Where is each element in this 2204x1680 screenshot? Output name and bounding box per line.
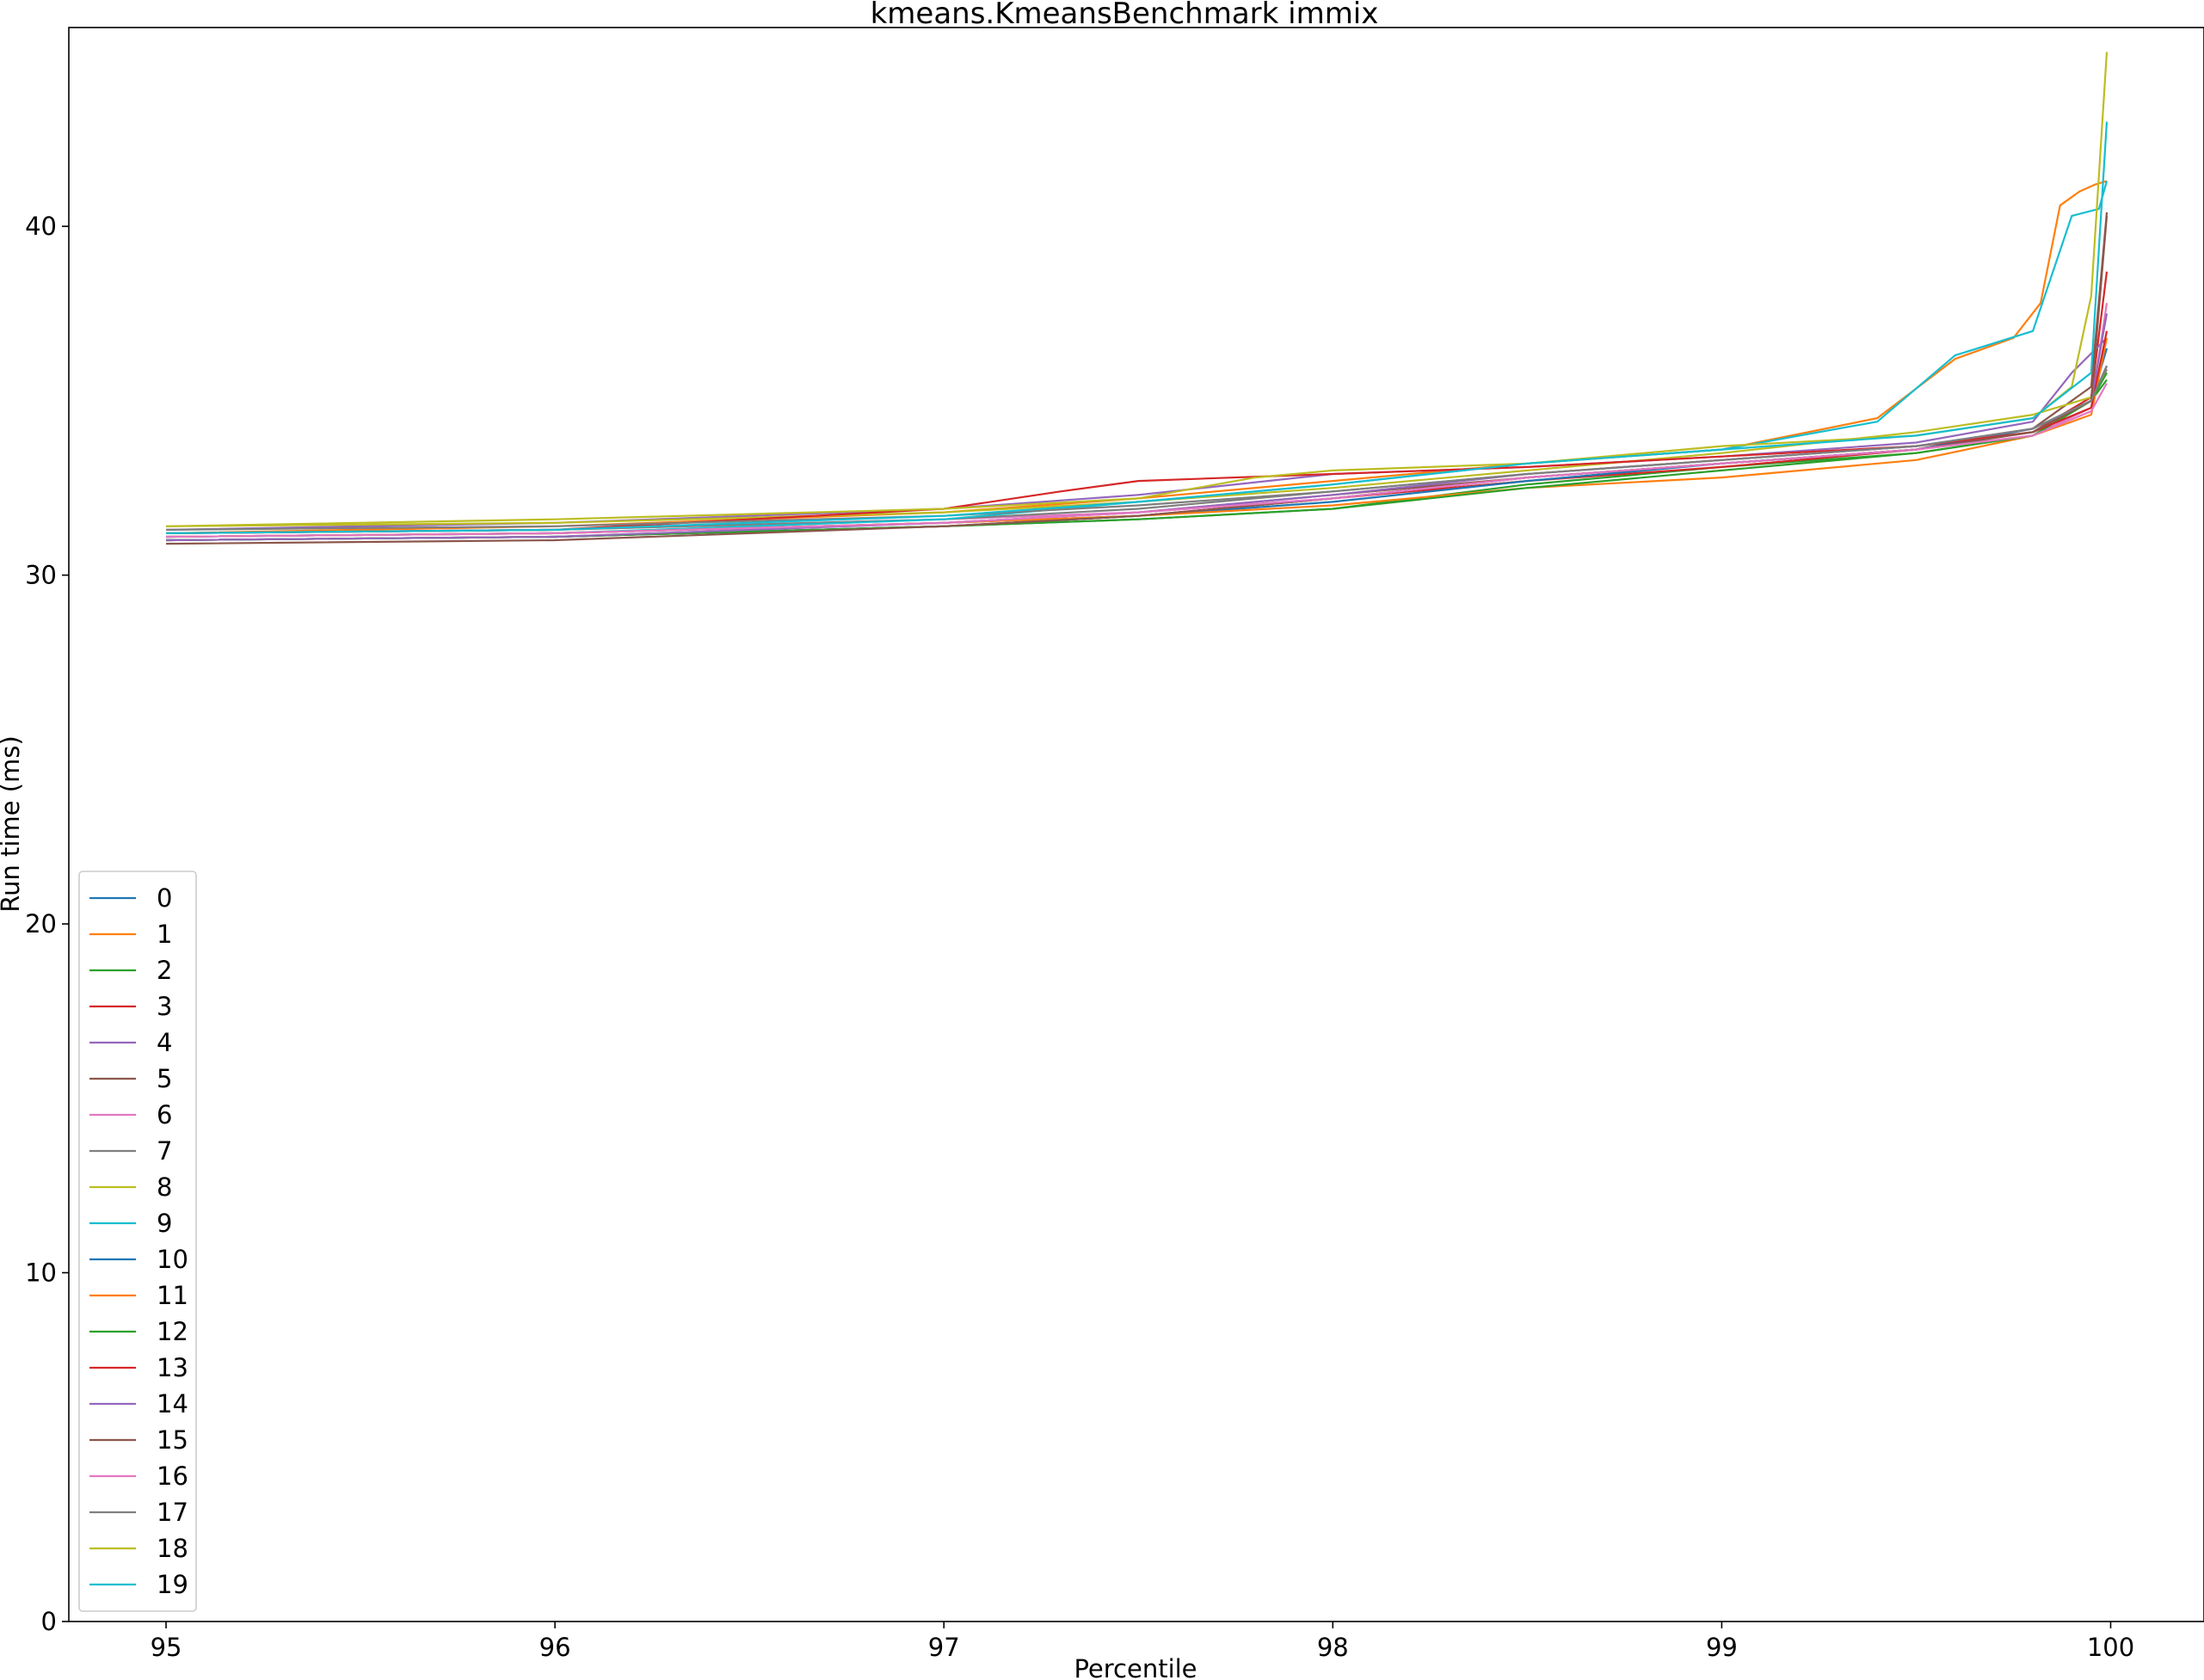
legend-box bbox=[78, 871, 197, 1612]
legend-label-15: 15 bbox=[157, 1425, 188, 1455]
x-tick-label: 98 bbox=[1317, 1633, 1349, 1662]
x-tick-label: 95 bbox=[151, 1633, 182, 1662]
legend-label-11: 11 bbox=[157, 1281, 188, 1310]
legend-label-2: 2 bbox=[157, 956, 172, 985]
legend-label-0: 0 bbox=[157, 883, 172, 913]
legend-label-4: 4 bbox=[157, 1028, 172, 1057]
x-tick-label: 99 bbox=[1706, 1633, 1738, 1662]
y-tick-label: 40 bbox=[25, 212, 57, 241]
series-layer bbox=[165, 52, 2109, 545]
legend-label-16: 16 bbox=[157, 1462, 188, 1491]
y-tick-label: 20 bbox=[25, 909, 57, 938]
legend-label-10: 10 bbox=[157, 1245, 188, 1274]
y-tick-label: 0 bbox=[41, 1607, 57, 1636]
legend-label-17: 17 bbox=[157, 1498, 188, 1527]
legend-label-12: 12 bbox=[157, 1317, 188, 1346]
x-tick-label: 97 bbox=[928, 1633, 960, 1662]
legend-label-5: 5 bbox=[157, 1064, 172, 1093]
legend-label-1: 1 bbox=[157, 920, 172, 949]
series-line-13 bbox=[165, 330, 2109, 534]
legend-label-3: 3 bbox=[157, 992, 172, 1021]
legend-label-13: 13 bbox=[157, 1353, 188, 1382]
legend-label-19: 19 bbox=[157, 1570, 188, 1599]
x-tick-label: 100 bbox=[2087, 1633, 2134, 1662]
legend-label-14: 14 bbox=[157, 1389, 188, 1418]
chart-title: kmeans.KmeansBenchmark immix bbox=[871, 0, 1379, 31]
series-line-16 bbox=[165, 383, 2108, 538]
y-axis-title: Run time (ms) bbox=[0, 735, 25, 913]
legend-label-18: 18 bbox=[157, 1534, 188, 1563]
x-tick-label: 96 bbox=[539, 1633, 571, 1662]
legend-label-6: 6 bbox=[157, 1100, 172, 1129]
legend-label-9: 9 bbox=[157, 1209, 172, 1238]
series-line-19 bbox=[165, 121, 2109, 534]
y-tick-label: 10 bbox=[25, 1258, 57, 1288]
x-axis-title: Percentile bbox=[1074, 1654, 1197, 1680]
plot-frame bbox=[68, 27, 2204, 1622]
series-line-1 bbox=[165, 180, 2108, 534]
y-axis-ticks: 0 10 20 30 40 bbox=[25, 212, 69, 1636]
legend-label-8: 8 bbox=[157, 1172, 172, 1202]
y-tick-label: 30 bbox=[25, 561, 57, 590]
series-line-17 bbox=[165, 365, 2109, 531]
x-axis-ticks: 95 96 97 98 99 100 bbox=[151, 1622, 2134, 1662]
legend-label-7: 7 bbox=[157, 1136, 172, 1166]
